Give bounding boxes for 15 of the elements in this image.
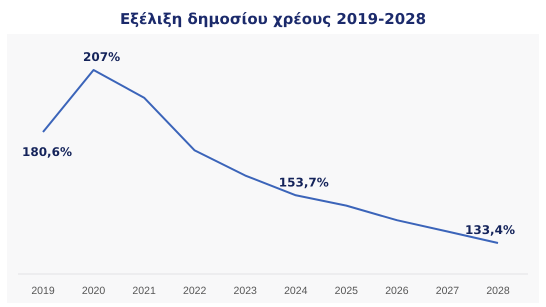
data-label: 153,7% [278,175,329,190]
data-label: 133,4% [465,223,515,237]
x-tick-label: 2020 [82,285,106,297]
x-tick-label: 2019 [31,285,55,297]
x-tick-label: 2022 [182,285,207,297]
x-tick-label: 2023 [234,285,258,297]
x-tick-label: 2027 [436,285,460,297]
data-label: 180,6% [22,145,72,160]
chart-title: Εξέλιξη δημοσίου χρέους 2019-2028 [120,10,426,28]
x-tick-label: 2026 [385,285,409,297]
x-tick-label: 2028 [486,285,510,297]
data-label: 207% [83,50,120,64]
x-tick-label: 2024 [284,285,308,297]
x-tick-label: 2021 [132,285,156,297]
x-tick-label: 2025 [334,285,358,297]
